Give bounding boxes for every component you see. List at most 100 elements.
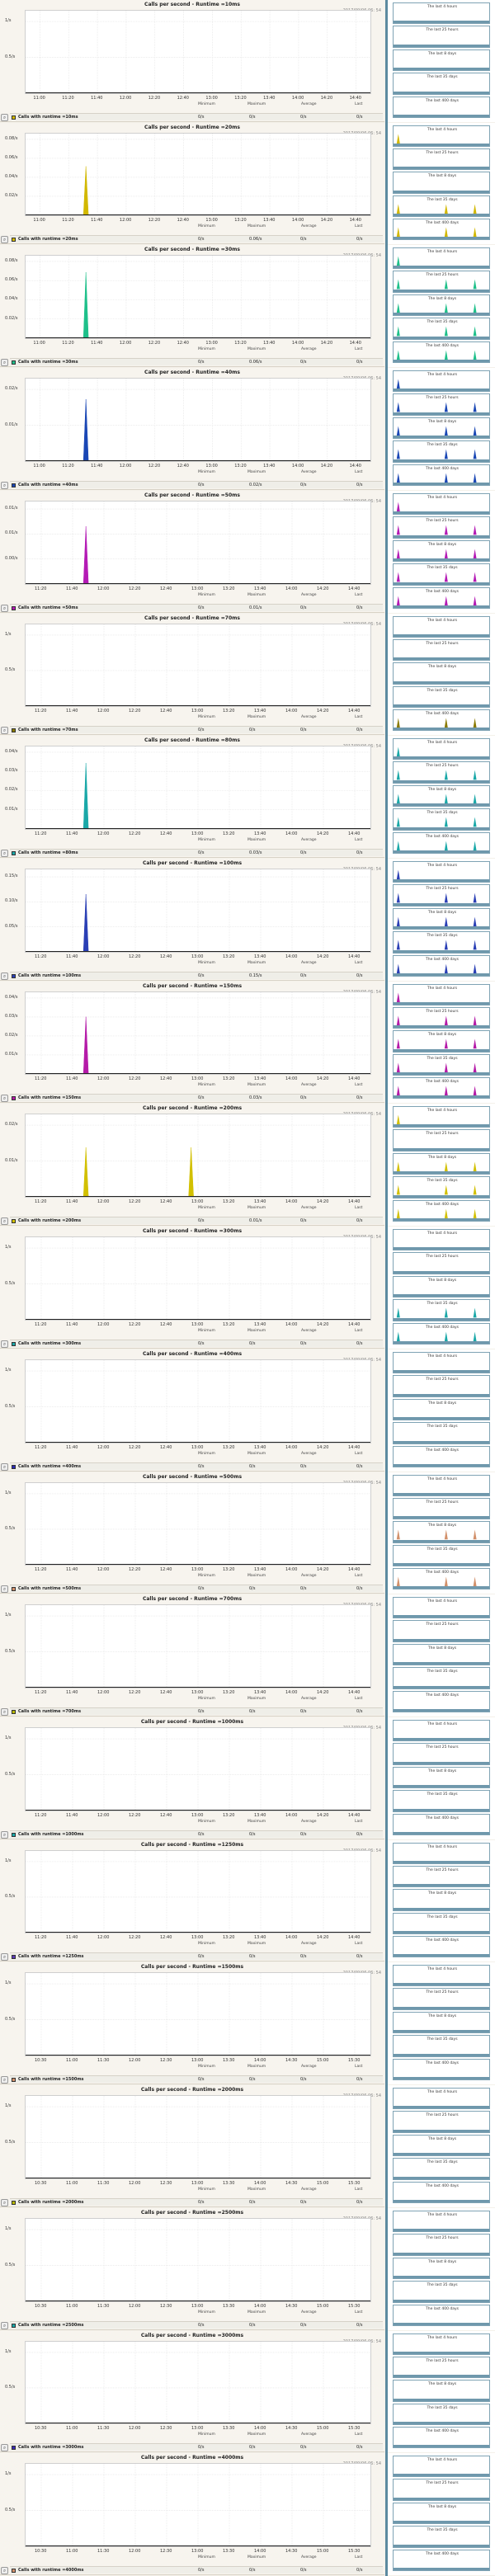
period-thumbnail[interactable]: The last 4 hours — [393, 1720, 490, 1742]
period-thumbnail[interactable]: The last 4 hours — [393, 616, 490, 638]
period-thumbnail[interactable]: The last 400 days — [393, 1935, 490, 1957]
period-thumbnail[interactable]: The last 8 days — [393, 49, 490, 72]
period-thumbnail[interactable]: The last 400 days — [393, 1199, 490, 1222]
period-thumbnail[interactable]: The last 4 hours — [393, 2456, 490, 2478]
period-thumbnail[interactable]: The last 35 days — [393, 1912, 490, 1934]
period-thumbnail[interactable]: The last 35 days — [393, 2403, 490, 2425]
period-thumbnail[interactable]: The last 8 days — [393, 1643, 490, 1666]
period-thumbnail[interactable]: The last 4 hours — [393, 738, 490, 761]
period-thumbnail[interactable]: The last 25 hours — [393, 2357, 490, 2379]
period-thumbnail[interactable]: The last 8 days — [393, 2134, 490, 2157]
period-thumbnail[interactable]: The last 400 days — [393, 1076, 490, 1099]
period-thumbnail[interactable]: The last 4 hours — [393, 247, 490, 270]
period-thumbnail[interactable]: The last 400 days — [393, 218, 490, 240]
period-thumbnail[interactable]: The last 400 days — [393, 464, 490, 486]
period-thumbnail[interactable]: The last 400 days — [393, 1322, 490, 1345]
period-thumbnail[interactable]: The last 8 days — [393, 2257, 490, 2280]
period-thumbnail[interactable]: The last 25 hours — [393, 2479, 490, 2501]
period-thumbnail[interactable]: The last 35 days — [393, 2158, 490, 2180]
period-thumbnail[interactable]: The last 4 hours — [393, 1843, 490, 1865]
period-thumbnail[interactable]: The last 4 hours — [393, 984, 490, 1006]
period-thumbnail[interactable]: The last 35 days — [393, 563, 490, 586]
period-thumbnail[interactable]: The last 25 hours — [393, 2111, 490, 2133]
zoom-button[interactable]: ⌕ — [1, 2567, 8, 2574]
period-thumbnail[interactable]: The last 400 days — [393, 1690, 490, 1712]
period-thumbnail[interactable]: The last 8 days — [393, 539, 490, 563]
period-thumbnail[interactable]: The last 4 hours — [393, 1106, 490, 1128]
period-thumbnail[interactable]: The last 4 hours — [393, 2211, 490, 2233]
period-thumbnail[interactable]: The last 25 hours — [393, 761, 490, 784]
period-thumbnail[interactable]: The last 35 days — [393, 1299, 490, 1321]
period-thumbnail[interactable]: The last 400 days — [393, 2181, 490, 2203]
period-thumbnail[interactable]: The last 4 hours — [393, 1229, 490, 1251]
period-thumbnail[interactable]: The last 25 hours — [393, 393, 490, 416]
period-thumbnail[interactable]: The last 4 hours — [393, 370, 490, 393]
period-thumbnail[interactable]: The last 35 days — [393, 808, 490, 831]
period-thumbnail[interactable]: The last 400 days — [393, 1445, 490, 1467]
period-thumbnail[interactable]: The last 35 days — [393, 1544, 490, 1566]
period-thumbnail[interactable]: The last 25 hours — [393, 1620, 490, 1642]
period-thumbnail[interactable]: The last 400 days — [393, 954, 490, 977]
period-thumbnail[interactable]: The last 8 days — [393, 1275, 490, 1298]
zoom-button[interactable]: ⌕ — [1, 1953, 8, 1961]
period-thumbnail[interactable]: The last 400 days — [393, 2304, 490, 2326]
period-thumbnail[interactable]: The last 8 days — [393, 1766, 490, 1789]
period-thumbnail[interactable]: The last 35 days — [393, 2035, 490, 2057]
period-thumbnail[interactable]: The last 35 days — [393, 1422, 490, 1444]
period-thumbnail[interactable]: The last 400 days — [393, 1813, 490, 1835]
period-thumbnail[interactable]: The last 8 days — [393, 1521, 490, 1543]
period-thumbnail[interactable]: The last 8 days — [393, 2011, 490, 2034]
period-thumbnail[interactable]: The last 4 hours — [393, 1597, 490, 1619]
period-thumbnail[interactable]: The last 25 hours — [393, 1498, 490, 1520]
period-thumbnail[interactable]: The last 35 days — [393, 1790, 490, 1812]
period-thumbnail[interactable]: The last 25 hours — [393, 1375, 490, 1397]
period-thumbnail[interactable]: The last 35 days — [393, 1667, 490, 1689]
period-thumbnail[interactable]: The last 25 hours — [393, 884, 490, 907]
period-thumbnail[interactable]: The last 25 hours — [393, 516, 490, 539]
period-thumbnail[interactable]: The last 400 days — [393, 2058, 490, 2080]
period-thumbnail[interactable]: The last 4 hours — [393, 1965, 490, 1987]
period-thumbnail[interactable]: The last 25 hours — [393, 1866, 490, 1888]
period-thumbnail[interactable]: The last 4 hours — [393, 493, 490, 516]
period-thumbnail[interactable]: The last 8 days — [393, 2502, 490, 2525]
period-thumbnail[interactable]: The last 35 days — [393, 195, 490, 217]
period-thumbnail[interactable]: The last 35 days — [393, 931, 490, 954]
period-thumbnail[interactable]: The last 8 days — [393, 907, 490, 930]
period-thumbnail[interactable]: The last 4 hours — [393, 2333, 490, 2356]
period-thumbnail[interactable]: The last 35 days — [393, 1053, 490, 1076]
period-thumbnail[interactable]: The last 8 days — [393, 784, 490, 808]
zoom-button[interactable]: ⌕ — [1, 2199, 8, 2206]
period-thumbnail[interactable]: The last 400 days — [393, 341, 490, 363]
period-thumbnail[interactable]: The last 400 days — [393, 709, 490, 731]
period-thumbnail[interactable]: The last 25 hours — [393, 1988, 490, 2010]
period-thumbnail[interactable]: The last 8 days — [393, 2380, 490, 2402]
zoom-button[interactable]: ⌕ — [1, 359, 8, 366]
period-thumbnail[interactable]: The last 25 hours — [393, 1129, 490, 1151]
period-thumbnail[interactable]: The last 8 days — [393, 1030, 490, 1053]
period-thumbnail[interactable]: The last 400 days — [393, 2549, 490, 2571]
period-thumbnail[interactable]: The last 400 days — [393, 96, 490, 118]
period-thumbnail[interactable]: The last 4 hours — [393, 2088, 490, 2110]
zoom-button[interactable]: ⌕ — [1, 1217, 8, 1225]
zoom-button[interactable]: ⌕ — [1, 1463, 8, 1471]
period-thumbnail[interactable]: The last 400 days — [393, 586, 490, 609]
period-thumbnail[interactable]: The last 35 days — [393, 440, 490, 463]
period-thumbnail[interactable]: The last 25 hours — [393, 148, 490, 171]
period-thumbnail[interactable]: The last 400 days — [393, 1567, 490, 1589]
period-thumbnail[interactable]: The last 4 hours — [393, 125, 490, 148]
period-thumbnail[interactable]: The last 8 days — [393, 1889, 490, 1911]
period-thumbnail[interactable]: The last 4 hours — [393, 2, 490, 25]
zoom-button[interactable]: ⌕ — [1, 605, 8, 612]
zoom-button[interactable]: ⌕ — [1, 114, 8, 121]
period-thumbnail[interactable]: The last 35 days — [393, 318, 490, 340]
zoom-button[interactable]: ⌕ — [1, 850, 8, 857]
period-thumbnail[interactable]: The last 8 days — [393, 1398, 490, 1421]
period-thumbnail[interactable]: The last 35 days — [393, 73, 490, 95]
period-thumbnail[interactable]: The last 35 days — [393, 1176, 490, 1199]
zoom-button[interactable]: ⌕ — [1, 1340, 8, 1348]
period-thumbnail[interactable]: The last 25 hours — [393, 26, 490, 48]
period-thumbnail[interactable]: The last 8 days — [393, 662, 490, 685]
period-thumbnail[interactable]: The last 25 hours — [393, 271, 490, 293]
period-thumbnail[interactable]: The last 8 days — [393, 1152, 490, 1175]
period-thumbnail[interactable]: The last 400 days — [393, 2426, 490, 2448]
